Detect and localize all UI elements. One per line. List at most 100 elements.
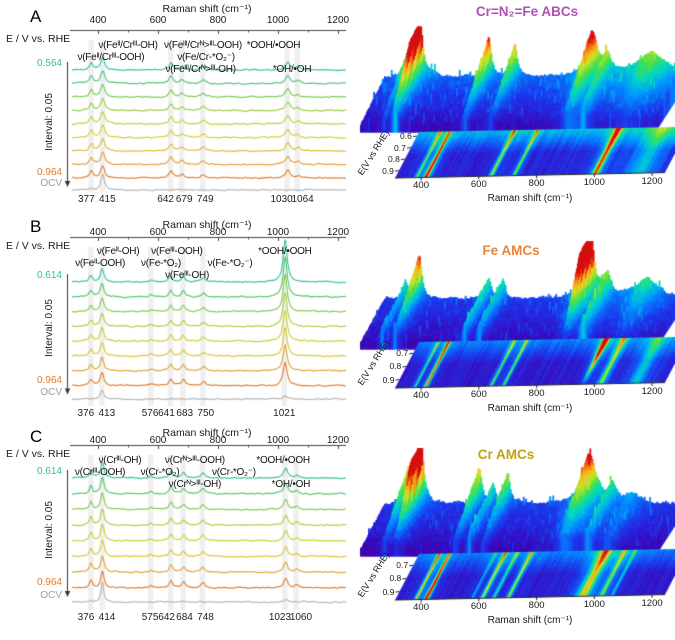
- panel-A-spectra: A Raman shift (cm⁻¹) E / V vs. RHE Inter…: [0, 2, 350, 210]
- peak-position-label: 1064: [291, 194, 314, 205]
- peak-position-label: 1030: [270, 194, 293, 205]
- x-tick-label: 400: [89, 15, 107, 26]
- x-tick-label: 1200: [326, 227, 350, 238]
- peak-position-label: 642: [158, 612, 175, 623]
- first-potential-label: 0.564: [36, 58, 62, 69]
- peak-annotation: ν(Feᴵᴵᴵ/Crᴺ˃ᴵᴵᴵ-OH): [165, 64, 236, 75]
- x-tick-label: 600: [149, 227, 167, 238]
- x-tick-label: 600: [470, 601, 487, 613]
- e-axis-label: E / V vs. RHE: [6, 448, 71, 460]
- x-tick-label: 600: [149, 435, 167, 446]
- x-tick-label: 1000: [266, 435, 290, 446]
- panel-letter: B: [30, 217, 42, 236]
- peak-annotation: ν(Crᴵᴵᴵ-OH): [98, 455, 142, 466]
- peak-position-label: 575: [141, 612, 159, 623]
- surface-canvas: [348, 424, 675, 632]
- panel-A-surface: Cr=N₂=Fe ABCs Raman shift (cm⁻¹) E(V vs …: [348, 2, 675, 210]
- peak-annotation: ν(Feᴵᴵᴵ-OH): [165, 270, 210, 281]
- interval-label: Interval: 0.05: [43, 299, 55, 357]
- interval-label: Interval: 0.05: [43, 93, 55, 151]
- e-tick-label: 0.7: [394, 142, 406, 153]
- x-axis-title: Raman shift (cm⁻¹): [487, 615, 573, 626]
- x-tick-label: 1000: [583, 387, 605, 398]
- e-tick-label: 0.8: [389, 573, 402, 584]
- interval-label: Interval: 0.05: [43, 501, 55, 559]
- peak-position-label: 748: [197, 612, 214, 623]
- peak-annotation: ν(Feᴵᴵ-OH): [96, 246, 140, 257]
- x-tick-label: 800: [528, 388, 545, 400]
- panel-C: C Raman shift (cm⁻¹) E / V vs. RHE Inter…: [0, 424, 675, 632]
- surface-canvas: [348, 212, 675, 420]
- peak-position-label: 414: [98, 612, 116, 623]
- x-tick-label: 1000: [583, 177, 605, 188]
- peak-annotation: ν(Fe-*O₂): [141, 258, 181, 269]
- peak-annotation: ν(Fe-*O₂⁻): [207, 258, 253, 269]
- e-axis-label: E / V vs. RHE: [6, 240, 71, 252]
- x-tick-label: 400: [89, 435, 107, 446]
- ocv-label: OCV: [40, 178, 62, 189]
- x-tick-label: 400: [413, 180, 430, 192]
- e-tick-label: 0.8: [389, 361, 402, 372]
- peak-position-label: 641: [158, 408, 175, 419]
- x-tick-label: 1000: [266, 15, 290, 26]
- peak-position-label: 679: [175, 194, 193, 205]
- e-tick-label: 0.9: [382, 586, 395, 597]
- peak-position-label: 683: [176, 408, 194, 419]
- x-tick-label: 1200: [326, 15, 350, 26]
- last-potential-label: 0.964: [36, 374, 62, 386]
- e-tick-label: 0.6: [400, 131, 412, 142]
- panel-B-surface: Fe AMCs Raman shift (cm⁻¹) E(V vs RHE) 4…: [348, 212, 675, 420]
- x-tick-label: 800: [528, 178, 545, 190]
- e-tick-label: 0.7: [396, 348, 409, 359]
- first-potential-label: 0.614: [36, 270, 62, 281]
- x-tick-label: 800: [209, 15, 227, 26]
- x-axis-title: Raman shift (cm⁻¹): [487, 193, 573, 204]
- x-tick-label: 400: [89, 227, 107, 238]
- x-tick-label: 800: [209, 435, 227, 446]
- peak-annotation: ν(Feᴵᴵ/Crᴵᴵᴵ-OH): [98, 40, 158, 51]
- peak-annotation: ν(Crᴺ˃ᴵᴵᴵ-OH): [168, 479, 222, 490]
- peak-position-label: 1060: [289, 612, 313, 623]
- peak-annotation: ν(Crᴺ˃ᴵᴵᴵ-OOH): [164, 455, 225, 466]
- x-tick-label: 1200: [641, 175, 663, 187]
- catalyst-title: Cr=N₂=Fe ABCs: [475, 4, 579, 19]
- panel-letter: A: [30, 7, 42, 26]
- x-tick-label: 1200: [326, 435, 350, 446]
- x-axis-title: Raman shift (cm⁻¹): [162, 427, 252, 439]
- panel-C-surface: Cr AMCs Raman shift (cm⁻¹) E(V vs RHE) 4…: [348, 424, 675, 632]
- peak-position-label: 413: [98, 408, 116, 419]
- x-tick-label: 400: [413, 390, 430, 402]
- spectra-canvas: [0, 2, 348, 210]
- peak-annotation: ν(Fe/Cr-*O₂⁻): [177, 52, 235, 63]
- x-tick-label: 400: [413, 602, 430, 614]
- x-tick-label: 1000: [266, 227, 290, 238]
- x-tick-label: 1200: [641, 385, 663, 397]
- surface-canvas: [348, 2, 675, 210]
- panel-A: A Raman shift (cm⁻¹) E / V vs. RHE Inter…: [0, 2, 675, 210]
- peak-position-label: 376: [77, 612, 95, 623]
- e-axis-label: E / V vs. RHE: [6, 33, 71, 45]
- spectra-canvas: [0, 424, 348, 632]
- peak-annotation: ν(Cr-*O₂): [140, 467, 180, 478]
- peak-annotation: ν(Feᴵᴵ-OOH): [75, 258, 126, 269]
- x-tick-label: 800: [528, 600, 545, 612]
- last-potential-label: 0.964: [36, 167, 62, 178]
- peak-position-label: 684: [176, 612, 193, 623]
- x-axis-title: Raman shift (cm⁻¹): [162, 219, 252, 231]
- peak-annotation: *OOH/•OOH: [258, 246, 312, 257]
- peak-annotation: ν(Feᴵᴵᴵ-OOH): [151, 246, 203, 257]
- peak-position-label: 750: [197, 408, 215, 419]
- peak-annotation: ν(Feᴵᴵᴵ/Crᴺ˃ᴵᴵᴵ-OOH): [164, 40, 242, 51]
- catalyst-title: Cr AMCs: [477, 447, 535, 462]
- ocv-label: OCV: [40, 387, 62, 398]
- x-tick-label: 800: [209, 227, 227, 238]
- spectra-canvas: [0, 212, 348, 420]
- x-tick-label: 600: [470, 179, 487, 191]
- peak-position-label: 642: [157, 194, 174, 205]
- peak-annotation: ν(Feᴵᴵ/Crᴵᴵᴵ-OOH): [77, 52, 145, 63]
- e-tick-label: 0.8: [388, 154, 400, 165]
- last-potential-label: 0.964: [36, 576, 62, 588]
- x-tick-label: 1200: [641, 597, 663, 609]
- peak-annotation: ν(Cr-*O₂⁻): [211, 467, 256, 478]
